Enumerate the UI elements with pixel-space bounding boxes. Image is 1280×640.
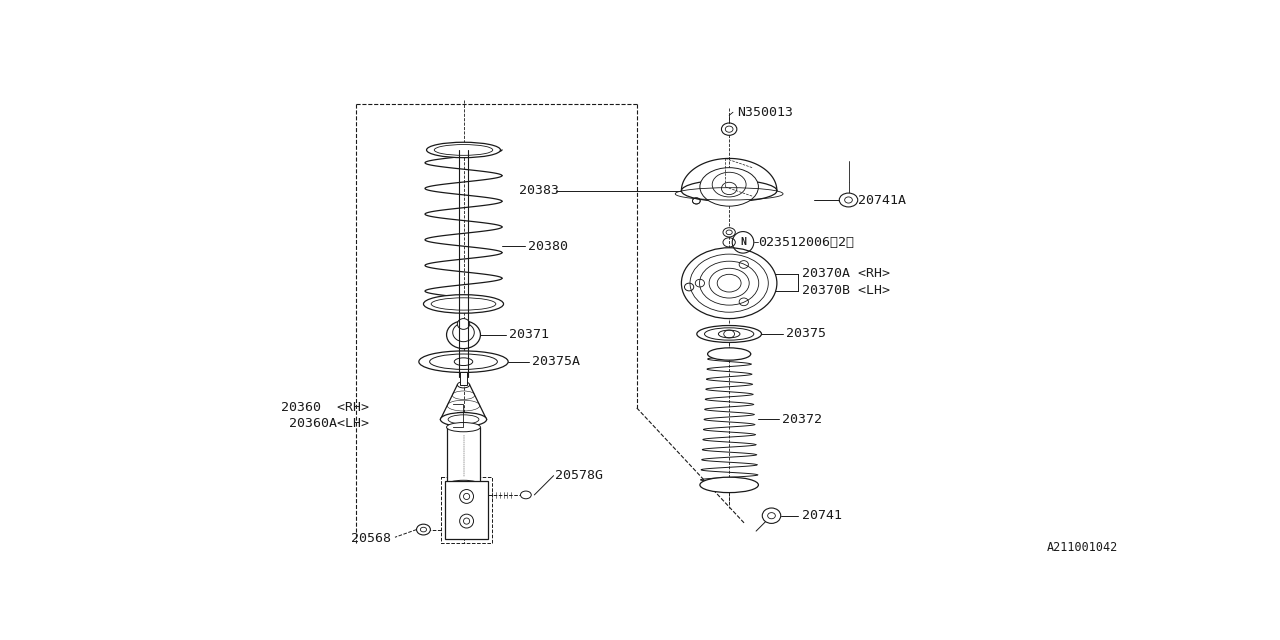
- Ellipse shape: [447, 321, 480, 349]
- Text: 20375: 20375: [786, 328, 826, 340]
- Ellipse shape: [447, 422, 480, 432]
- Text: 20370A <RH>: 20370A <RH>: [801, 268, 890, 280]
- Ellipse shape: [447, 480, 480, 490]
- Ellipse shape: [521, 491, 531, 499]
- Ellipse shape: [430, 354, 498, 369]
- Ellipse shape: [712, 172, 746, 197]
- Ellipse shape: [681, 248, 777, 319]
- Ellipse shape: [419, 351, 508, 372]
- Bar: [447, 427, 480, 485]
- Ellipse shape: [424, 294, 503, 313]
- Text: 20383: 20383: [518, 184, 559, 197]
- Ellipse shape: [708, 348, 750, 360]
- Text: 20371: 20371: [509, 328, 549, 341]
- Ellipse shape: [440, 413, 486, 426]
- Ellipse shape: [416, 524, 430, 535]
- Text: 20741A: 20741A: [858, 193, 906, 207]
- Ellipse shape: [700, 477, 759, 493]
- Ellipse shape: [696, 326, 762, 342]
- Ellipse shape: [722, 123, 737, 135]
- Text: N: N: [740, 237, 746, 247]
- Bar: [460, 372, 467, 385]
- Ellipse shape: [840, 193, 858, 207]
- Text: 20380: 20380: [529, 240, 568, 253]
- Text: 20375A: 20375A: [532, 355, 580, 368]
- Text: 20360A<LH>: 20360A<LH>: [289, 417, 369, 430]
- Ellipse shape: [453, 323, 475, 342]
- Text: N350013: N350013: [737, 106, 792, 118]
- Text: A211001042: A211001042: [1047, 541, 1117, 554]
- Ellipse shape: [681, 180, 777, 202]
- Text: 023512006（2）: 023512006（2）: [759, 236, 855, 249]
- Ellipse shape: [700, 168, 759, 206]
- Ellipse shape: [704, 328, 754, 340]
- Text: 20370B <LH>: 20370B <LH>: [801, 284, 890, 298]
- Ellipse shape: [723, 228, 735, 237]
- Text: 20741: 20741: [801, 509, 841, 522]
- Ellipse shape: [426, 142, 500, 157]
- Ellipse shape: [457, 319, 470, 330]
- Text: 20578G: 20578G: [556, 469, 603, 482]
- Text: 20360  <RH>: 20360 <RH>: [280, 401, 369, 415]
- Text: 20372: 20372: [782, 413, 822, 426]
- Text: 20568: 20568: [351, 532, 392, 545]
- Bar: [445, 481, 488, 539]
- Bar: [442, 477, 492, 543]
- Ellipse shape: [763, 508, 781, 524]
